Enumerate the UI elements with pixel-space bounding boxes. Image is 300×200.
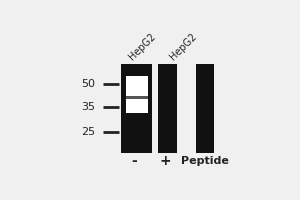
Bar <box>196 64 214 153</box>
Text: HepG2: HepG2 <box>127 32 158 62</box>
Bar <box>126 64 148 76</box>
Text: Peptide: Peptide <box>181 156 229 166</box>
Text: 35: 35 <box>82 102 96 112</box>
Text: -: - <box>131 154 137 168</box>
Bar <box>148 64 152 153</box>
Text: 25: 25 <box>82 127 96 137</box>
Bar <box>121 64 126 153</box>
Bar <box>158 64 177 153</box>
Bar <box>126 96 148 99</box>
Text: HepG2: HepG2 <box>168 32 199 62</box>
Bar <box>126 76 148 113</box>
Text: +: + <box>160 154 171 168</box>
Bar <box>126 113 148 153</box>
Text: 50: 50 <box>82 79 96 89</box>
